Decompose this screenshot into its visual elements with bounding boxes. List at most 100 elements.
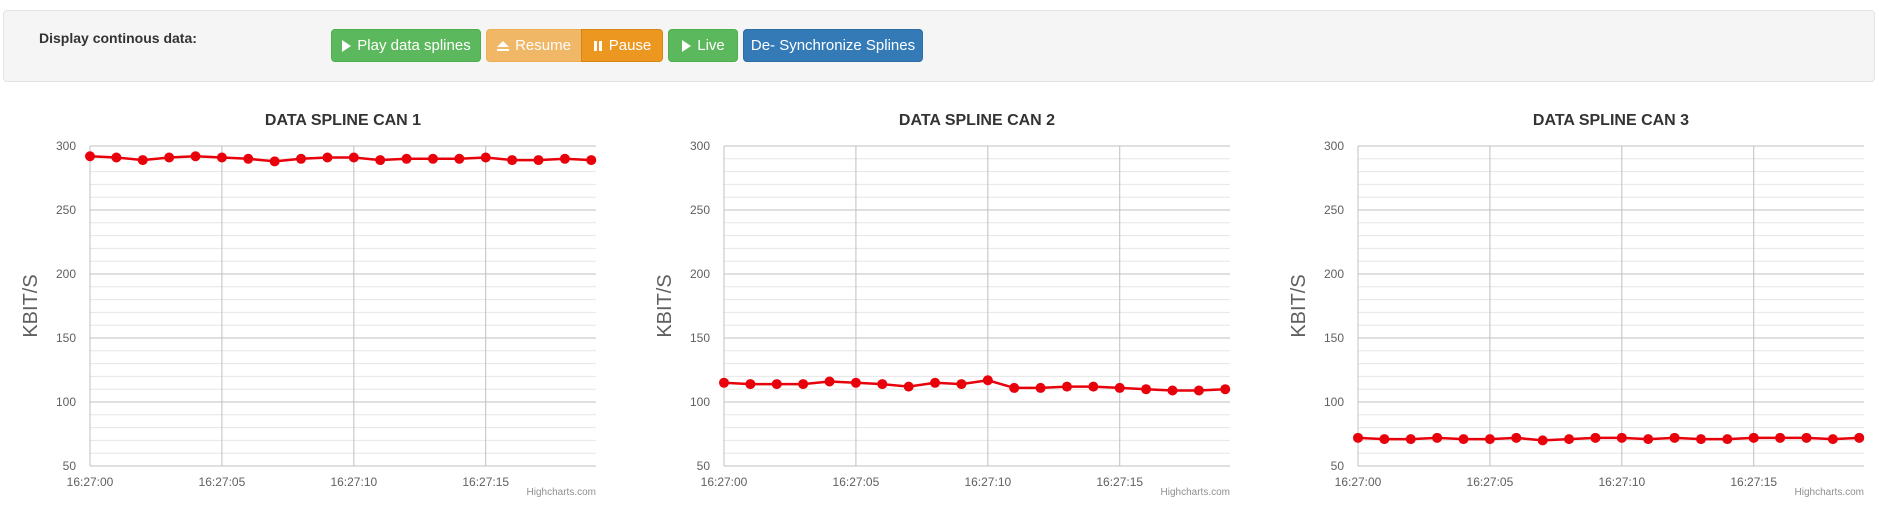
data-point xyxy=(296,153,307,164)
data-point xyxy=(454,153,465,164)
data-point xyxy=(586,155,597,166)
y-tick-label: 150 xyxy=(1324,331,1344,345)
data-point xyxy=(1035,382,1046,393)
data-point xyxy=(1827,434,1838,445)
data-point xyxy=(216,152,227,163)
y-axis-label: KBIT/S xyxy=(1288,274,1310,337)
data-point xyxy=(1061,381,1072,392)
x-tick-label: 16:27:05 xyxy=(199,475,246,489)
data-point xyxy=(427,153,438,164)
toolbar: Display continous data: Play data spline… xyxy=(3,10,1875,82)
data-point xyxy=(1405,434,1416,445)
data-point xyxy=(1220,384,1231,395)
button-label: De- Synchronize Splines xyxy=(750,37,916,54)
credit: Highcharts.com xyxy=(527,487,596,498)
data-point xyxy=(85,151,95,162)
x-tick-label: 16:27:00 xyxy=(67,475,114,489)
data-point xyxy=(190,151,201,162)
data-point xyxy=(1748,432,1759,443)
data-point xyxy=(1590,432,1601,443)
data-point xyxy=(771,379,782,390)
y-tick-label: 150 xyxy=(690,331,710,345)
x-tick-label: 16:27:15 xyxy=(462,475,509,489)
play-icon xyxy=(682,39,692,52)
data-point xyxy=(401,153,412,164)
chart-title: DATA SPLINE CAN 2 xyxy=(899,112,1055,129)
live-button[interactable]: Live xyxy=(668,29,738,62)
button-label: Resume xyxy=(515,37,571,54)
y-tick-label: 250 xyxy=(1324,203,1344,217)
y-tick-label: 150 xyxy=(56,331,76,345)
data-point xyxy=(850,377,861,388)
data-point xyxy=(507,155,518,166)
y-tick-label: 300 xyxy=(690,139,710,153)
data-point xyxy=(1775,432,1786,443)
toolbar-label: Display continous data: xyxy=(39,30,197,46)
x-tick-label: 16:27:15 xyxy=(1730,475,1777,489)
pause-button[interactable]: Pause xyxy=(581,29,663,62)
x-tick-label: 16:27:15 xyxy=(1096,475,1143,489)
data-point xyxy=(164,152,175,163)
data-point xyxy=(1088,381,1099,392)
data-point xyxy=(348,152,359,163)
x-tick-label: 16:27:10 xyxy=(330,475,377,489)
data-point xyxy=(1458,434,1469,445)
y-tick-label: 50 xyxy=(1331,459,1345,473)
play-icon xyxy=(342,39,352,52)
y-tick-label: 100 xyxy=(56,395,76,409)
chart-title: DATA SPLINE CAN 3 xyxy=(1533,112,1689,129)
data-point xyxy=(1695,434,1706,445)
data-point xyxy=(1484,434,1495,445)
play-button[interactable]: Play data splines xyxy=(331,29,481,62)
data-point xyxy=(269,156,280,167)
credit: Highcharts.com xyxy=(1161,487,1230,498)
y-tick-label: 200 xyxy=(690,267,710,281)
data-point xyxy=(745,379,756,390)
data-point xyxy=(903,381,914,392)
eject-icon xyxy=(497,40,510,51)
data-point xyxy=(1616,432,1627,443)
data-point xyxy=(956,379,967,390)
data-point xyxy=(798,379,809,390)
data-point xyxy=(1643,434,1654,445)
y-axis-label: KBIT/S xyxy=(654,274,676,337)
y-tick-label: 200 xyxy=(1324,267,1344,281)
data-point xyxy=(1379,434,1390,445)
button-label: Play data splines xyxy=(357,37,471,54)
y-tick-label: 250 xyxy=(690,203,710,217)
data-point xyxy=(375,155,386,166)
data-point xyxy=(1669,432,1680,443)
data-point xyxy=(1353,432,1363,443)
data-point xyxy=(1114,382,1125,393)
data-point xyxy=(982,375,993,386)
button-label: Live xyxy=(697,37,725,54)
data-point xyxy=(137,155,148,166)
data-point xyxy=(1141,384,1152,395)
y-tick-label: 50 xyxy=(697,459,711,473)
credit: Highcharts.com xyxy=(1795,487,1864,498)
data-point xyxy=(824,376,835,387)
data-point xyxy=(480,152,491,163)
data-point xyxy=(930,377,941,388)
x-tick-label: 16:27:00 xyxy=(1335,475,1382,489)
data-point xyxy=(322,152,333,163)
y-tick-label: 100 xyxy=(690,395,710,409)
data-point xyxy=(1801,432,1812,443)
data-point xyxy=(1193,385,1204,396)
data-point xyxy=(877,379,888,390)
y-tick-label: 100 xyxy=(1324,395,1344,409)
x-tick-label: 16:27:10 xyxy=(964,475,1011,489)
data-point xyxy=(1167,385,1178,396)
data-point xyxy=(1537,435,1548,446)
desync-button[interactable]: De- Synchronize Splines xyxy=(743,29,923,62)
data-point xyxy=(1009,382,1020,393)
y-tick-label: 300 xyxy=(56,139,76,153)
pause-icon xyxy=(593,40,602,51)
y-tick-label: 250 xyxy=(56,203,76,217)
data-point xyxy=(1564,434,1575,445)
data-point xyxy=(719,377,729,388)
data-point xyxy=(559,153,570,164)
button-label: Pause xyxy=(608,37,652,54)
